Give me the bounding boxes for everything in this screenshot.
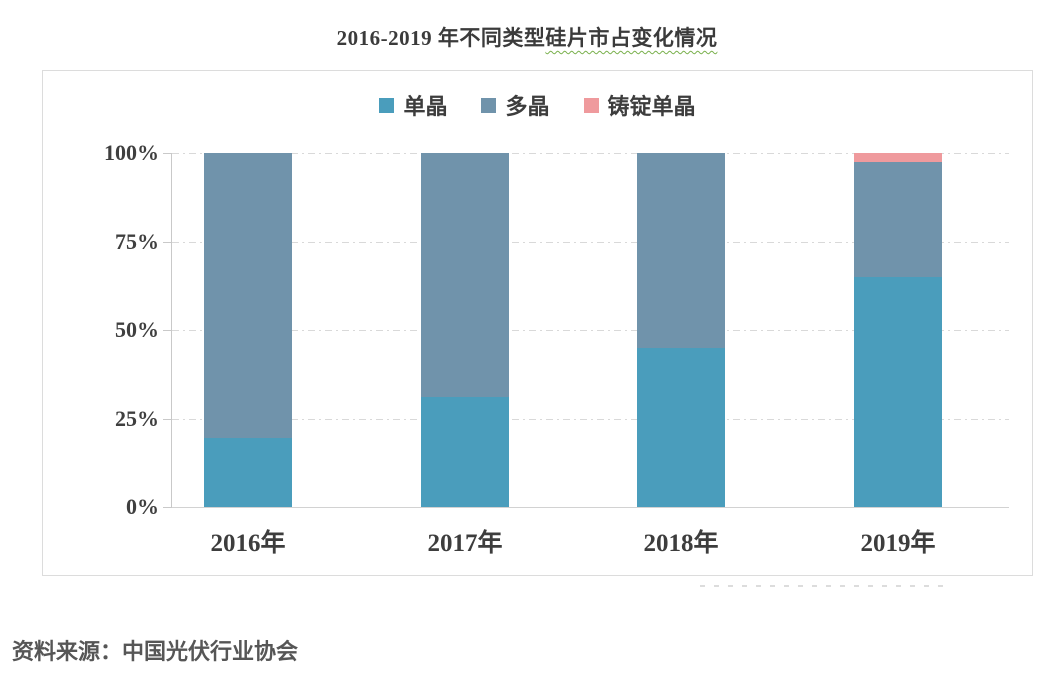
- x-axis-label-2016年: 2016年: [210, 530, 286, 557]
- y-axis-label-50: 50%: [115, 317, 159, 342]
- y-axis-label-75: 75%: [115, 228, 159, 254]
- bar-segment-单晶: [204, 437, 292, 507]
- legend-item-1: 多晶: [481, 89, 550, 121]
- y-axis-tick: [163, 418, 172, 420]
- bar-segment-多晶: [637, 153, 725, 348]
- bar-column-2018年: 2018年: [637, 153, 725, 557]
- source-caption: 资料来源：中国光伏行业协会: [12, 639, 299, 664]
- bar-stack: [854, 153, 942, 507]
- y-axis-tick: [163, 330, 172, 331]
- bar-stack: [421, 153, 509, 507]
- y-axis-label-100: 100%: [104, 140, 159, 165]
- gridline-75: [172, 241, 1009, 243]
- bar-segment-单晶: [421, 397, 509, 507]
- x-axis-label-2018年: 2018年: [643, 530, 719, 557]
- y-axis-tick: [163, 507, 172, 508]
- bar-column-2017年: 2017年: [421, 153, 509, 557]
- y-axis-label-25: 25%: [115, 405, 159, 431]
- y-axis-label-0: 0%: [126, 494, 159, 519]
- bar-segment-多晶: [854, 161, 942, 277]
- bar-stack: [204, 153, 292, 507]
- bar-segment-单晶: [854, 276, 942, 507]
- y-axis-tick: [163, 241, 172, 243]
- legend-item-2: 铸锭单晶: [583, 89, 696, 121]
- chart-title: 2016-2019 年不同类型硅片市占变化情况: [0, 22, 1054, 52]
- y-axis-tick: [163, 153, 172, 154]
- bar-segment-铸锭单晶: [854, 153, 942, 162]
- gridline-50: [172, 330, 1009, 331]
- legend-label: 铸锭单晶: [607, 94, 696, 119]
- legend-item-0: 单晶: [379, 89, 447, 121]
- legend-label: 多晶: [505, 94, 550, 119]
- legend: 单晶 多晶 铸锭单晶: [43, 89, 1032, 121]
- legend-swatch-icon: [583, 97, 599, 113]
- chart-title-text-underlined: 硅片市占变化情况: [545, 26, 718, 50]
- bar-column-2016年: 2016年: [204, 153, 292, 557]
- legend-label: 单晶: [403, 94, 448, 119]
- bar-segment-多晶: [421, 153, 509, 398]
- x-axis-label-2017年: 2017年: [427, 530, 503, 557]
- gridline-25: [172, 418, 1009, 420]
- plot-area: 0% 25% 50% 75% 100% 2016年 2017年 2018年 2019年: [104, 140, 1009, 557]
- legend-swatch-icon: [379, 97, 395, 113]
- spellcheck-artifact: [700, 585, 950, 587]
- chart-title-text: 2016-2019 年不同类型: [336, 26, 546, 50]
- x-axis-label-2019年: 2019年: [860, 530, 936, 557]
- bar-segment-单晶: [637, 347, 725, 507]
- chart-container: 单晶 多晶 铸锭单晶 0% 25% 50% 75% 100% 2016年 2017年 2018年 2…: [42, 70, 1033, 576]
- bar-column-2019年: 2019年: [854, 153, 942, 557]
- gridline-100: [172, 153, 1009, 154]
- legend-swatch-icon: [481, 97, 497, 113]
- bar-stack: [637, 153, 725, 507]
- bar-segment-多晶: [204, 153, 292, 438]
